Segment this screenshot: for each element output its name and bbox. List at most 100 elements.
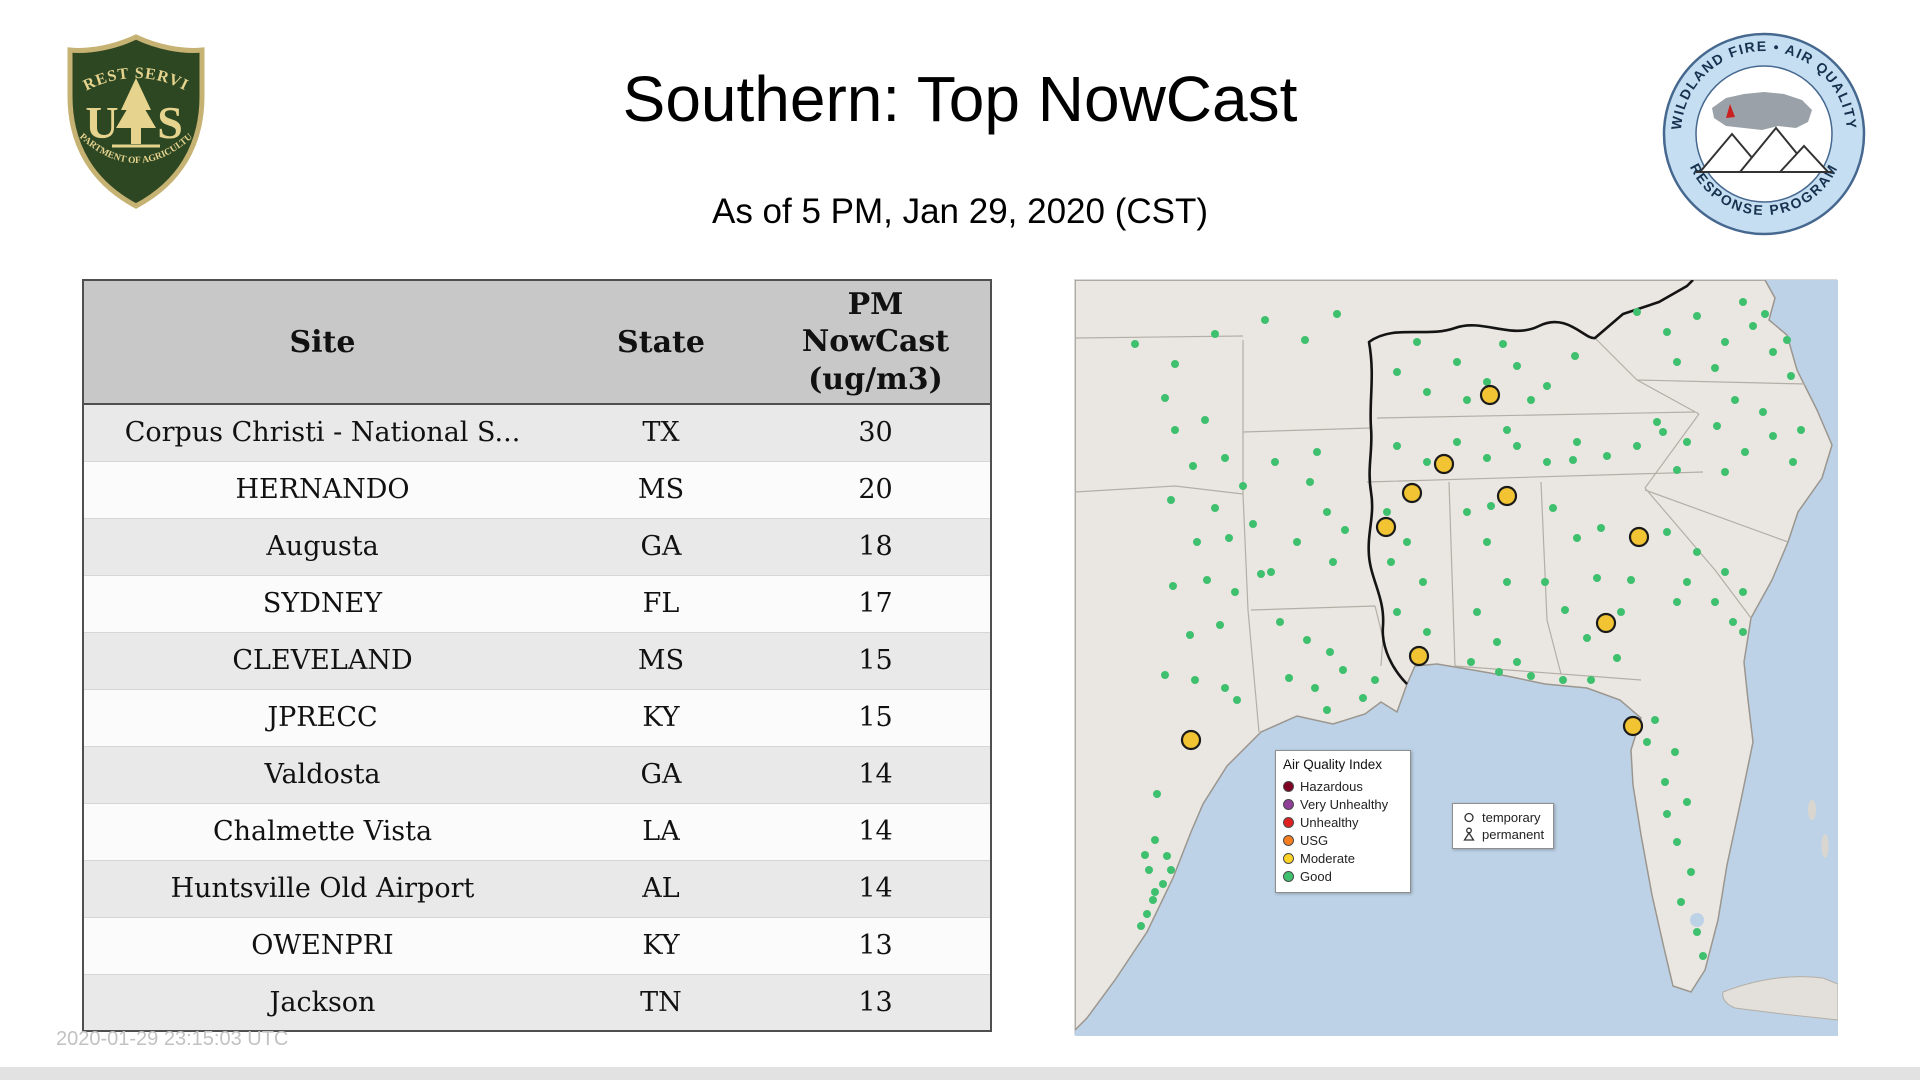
lake-okeechobee	[1690, 913, 1704, 927]
good-site-marker	[1333, 310, 1341, 318]
moderate-site-marker	[1375, 516, 1397, 538]
table-row: JPRECC KY 15	[83, 688, 991, 746]
page-title: Southern: Top NowCast	[622, 63, 1298, 135]
good-site-marker	[1683, 438, 1691, 446]
site-cell: SYDNEY	[83, 574, 561, 632]
state-cell: KY	[561, 688, 761, 746]
state-cell: MS	[561, 631, 761, 689]
good-site-marker	[1153, 790, 1161, 798]
good-site-marker	[1159, 880, 1167, 888]
good-site-marker	[1559, 676, 1567, 684]
table-row: HERNANDO MS 20	[83, 460, 991, 518]
good-site-marker	[1513, 362, 1521, 370]
good-site-marker	[1143, 910, 1151, 918]
usfs-monogram-s: S	[157, 97, 183, 148]
header-row: Site State PM NowCast (ug/m3)	[83, 280, 991, 405]
good-site-marker	[1239, 482, 1247, 490]
good-site-marker	[1313, 448, 1321, 456]
good-site-marker	[1225, 534, 1233, 542]
good-site-marker	[1711, 364, 1719, 372]
site-cell: Huntsville Old Airport	[83, 859, 561, 917]
good-site-marker	[1393, 368, 1401, 376]
state-column-header: State	[561, 280, 761, 405]
nowcast-table-panel: Site State PM NowCast (ug/m3) Corpus Chr…	[82, 279, 992, 1032]
aqi-legend-label: Very Unhealthy	[1300, 796, 1389, 812]
aqi-legend-item: Very Unhealthy	[1283, 795, 1403, 813]
good-site-marker	[1261, 316, 1269, 324]
site-cell: Valdosta	[83, 745, 561, 803]
table-row: Valdosta GA 14	[83, 745, 991, 803]
good-site-marker	[1677, 898, 1685, 906]
map-svg	[1075, 280, 1838, 1036]
unhealthy-swatch-icon	[1283, 816, 1294, 828]
good-site-marker	[1301, 336, 1309, 344]
good-site-marker	[1293, 538, 1301, 546]
state-cell: LA	[561, 802, 761, 860]
good-site-marker	[1761, 310, 1769, 318]
good-site-marker	[1323, 508, 1331, 516]
good-site-marker	[1659, 428, 1667, 436]
site-column-header: Site	[83, 280, 561, 405]
good-site-marker	[1731, 396, 1739, 404]
good-site-marker	[1683, 798, 1691, 806]
hazardous-swatch-icon	[1283, 780, 1294, 792]
page-subtitle: As of 5 PM, Jan 29, 2020 (CST)	[711, 192, 1209, 231]
good-swatch-icon	[1283, 870, 1294, 882]
moderate-markers	[1180, 384, 1650, 751]
good-site-marker	[1463, 396, 1471, 404]
good-site-marker	[1201, 416, 1209, 424]
good-site-marker	[1493, 638, 1501, 646]
good-site-marker	[1169, 582, 1177, 590]
value-cell: 13	[761, 916, 991, 974]
good-site-marker	[1683, 578, 1691, 586]
good-site-marker	[1789, 458, 1797, 466]
good-site-marker	[1393, 442, 1401, 450]
good-site-marker	[1673, 466, 1681, 474]
good-site-marker	[1216, 621, 1224, 629]
good-site-marker	[1741, 448, 1749, 456]
value-cell: 14	[761, 859, 991, 917]
state-cell: AL	[561, 859, 761, 917]
good-site-marker	[1341, 526, 1349, 534]
good-site-marker	[1783, 336, 1791, 344]
good-site-marker	[1499, 340, 1507, 348]
good-site-marker	[1483, 538, 1491, 546]
fire-marker-icon	[1726, 104, 1735, 118]
good-site-marker	[1167, 496, 1175, 504]
good-site-marker	[1769, 432, 1777, 440]
good-site-marker	[1721, 468, 1729, 476]
temporary-site-icon	[1464, 812, 1474, 823]
good-site-marker	[1267, 568, 1275, 576]
good-site-marker	[1693, 312, 1701, 320]
good-site-marker	[1663, 810, 1671, 818]
permanent-legend-row: permanent	[1462, 826, 1544, 843]
good-site-marker	[1797, 426, 1805, 434]
wfaqrp-seal-icon: WILDLAND FIRE • AIR QUALITY RESPONSE PRO…	[1662, 32, 1866, 236]
land-mass	[1075, 280, 1833, 1032]
bahamas-islands	[1808, 800, 1829, 858]
good-site-marker	[1671, 748, 1679, 756]
state-cell: TN	[561, 973, 761, 1031]
good-site-marker	[1573, 438, 1581, 446]
good-site-marker	[1167, 866, 1175, 874]
state-cell: FL	[561, 574, 761, 632]
moderate-site-marker	[1622, 715, 1644, 737]
mountains-icon	[1696, 126, 1832, 173]
good-site-marker	[1151, 836, 1159, 844]
table-row: SYDNEY FL 17	[83, 574, 991, 632]
aqi-legend-item: USG	[1283, 831, 1403, 849]
good-site-marker	[1141, 851, 1149, 859]
good-site-marker	[1663, 328, 1671, 336]
good-site-marker	[1276, 618, 1284, 626]
table-row: Augusta GA 18	[83, 517, 991, 575]
site-cell: CLEVELAND	[83, 631, 561, 689]
good-site-marker	[1721, 568, 1729, 576]
good-site-marker	[1231, 588, 1239, 596]
good-site-marker	[1323, 706, 1331, 714]
good-site-marker	[1339, 666, 1347, 674]
us-map-silhouette	[1712, 92, 1812, 130]
good-site-marker	[1193, 538, 1201, 546]
good-site-marker	[1787, 372, 1795, 380]
good-site-marker	[1673, 358, 1681, 366]
moderate-swatch-icon	[1283, 852, 1294, 864]
